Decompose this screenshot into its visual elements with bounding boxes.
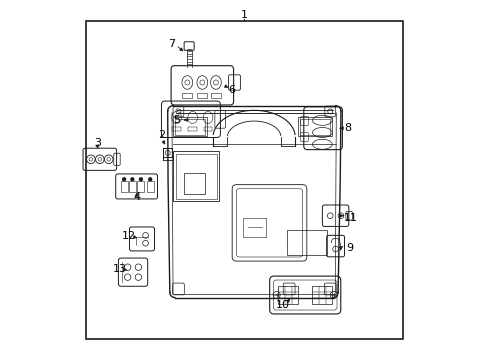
Text: 4: 4 (133, 192, 140, 202)
Bar (287, 230, 326, 255)
Bar (146, 181, 153, 192)
Circle shape (122, 178, 125, 181)
Text: 11: 11 (343, 212, 357, 222)
Bar (137, 181, 144, 192)
Bar (176, 154, 217, 199)
Bar (128, 181, 136, 192)
Bar (175, 118, 205, 135)
Bar (242, 217, 265, 237)
Bar (173, 117, 206, 136)
Text: 3: 3 (94, 138, 101, 148)
Bar (172, 127, 181, 131)
Circle shape (148, 178, 151, 181)
Bar (210, 93, 221, 98)
Bar (163, 157, 172, 160)
Bar (298, 117, 331, 136)
Text: 2: 2 (158, 130, 165, 140)
Bar (182, 93, 192, 98)
Bar (85, 21, 403, 339)
Text: 13: 13 (112, 264, 126, 274)
Bar (312, 286, 332, 304)
Text: 5: 5 (173, 115, 180, 125)
Bar (299, 118, 329, 135)
Text: 9: 9 (346, 243, 353, 253)
Text: 8: 8 (344, 123, 351, 133)
Text: 6: 6 (228, 85, 235, 95)
Text: 12: 12 (121, 231, 135, 242)
Circle shape (131, 178, 134, 181)
Bar (188, 127, 197, 131)
Text: 1: 1 (241, 10, 247, 20)
Text: 7: 7 (167, 39, 175, 49)
Text: 10: 10 (276, 300, 289, 310)
Bar (121, 181, 127, 192)
Circle shape (139, 178, 142, 181)
Bar (173, 152, 219, 202)
Bar (197, 93, 207, 98)
Bar (278, 286, 298, 304)
Bar (183, 173, 205, 194)
Bar (203, 127, 212, 131)
